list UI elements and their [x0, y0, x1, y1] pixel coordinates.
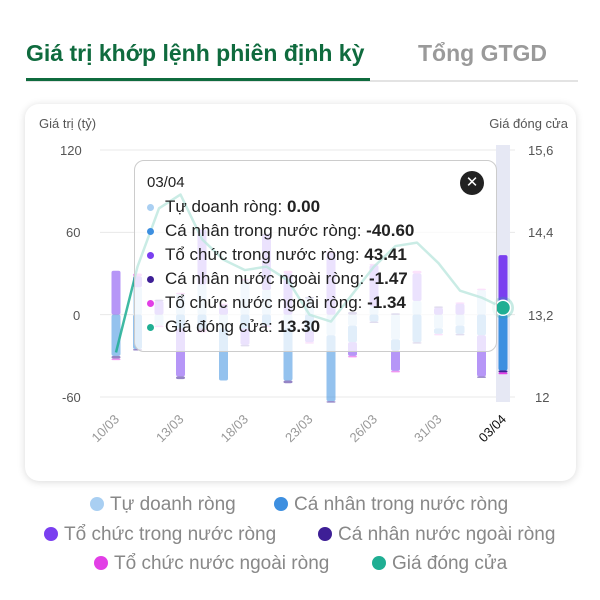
bar-segment — [477, 376, 486, 378]
tooltip-date: 03/04 — [147, 174, 185, 191]
tooltip-row: Giá đóng cửa: 13.30 — [147, 317, 320, 337]
x-tick-label: 31/03 — [411, 412, 445, 446]
x-tick-label: 10/03 — [89, 412, 123, 446]
left-axis-title: Giá trị (tỷ) — [39, 116, 97, 131]
tooltip-label: Cá nhân nước ngoài ròng: — [165, 269, 369, 288]
tooltip-label: Tự doanh ròng: — [165, 197, 287, 216]
tooltip-row: Tổ chức nước ngoài ròng: -1.34 — [147, 293, 406, 313]
legend-item[interactable]: Giá đóng cửa — [372, 553, 507, 575]
legend-label: Giá đóng cửa — [392, 553, 508, 574]
legend-dot-icon — [90, 497, 104, 511]
bar-segment — [348, 355, 357, 358]
legend-dot-icon — [44, 527, 58, 541]
left-tick: 60 — [66, 225, 81, 240]
price-marker — [494, 299, 512, 317]
tab-bar: Giá trị khớp lệnh phiên định kỳ Tổng GTG… — [26, 36, 578, 82]
x-tick-label: 13/03 — [153, 412, 187, 446]
tooltip-value: 0.00 — [286, 197, 321, 216]
tooltip-row: Cá nhân nước ngoài ròng: -1.47 — [147, 269, 408, 289]
legend-dot-icon — [274, 497, 288, 511]
bar-segment — [111, 358, 121, 361]
right-tick: 15,6 — [528, 143, 554, 158]
tooltip-value: -1.34 — [367, 293, 406, 312]
legend-label: Tổ chức nước ngoài ròng — [114, 553, 330, 574]
legend-label: Cá nhân nước ngoài ròng — [338, 524, 556, 545]
legend-item[interactable]: Tổ chức trong nước ròng — [44, 524, 276, 546]
legend-item[interactable]: Tổ chức nước ngoài ròng — [94, 553, 329, 575]
right-tick: 13,2 — [528, 308, 554, 323]
bar-segment — [498, 372, 508, 375]
legend-dot-icon — [94, 556, 108, 570]
series-dot-icon — [147, 252, 154, 260]
bar-segment — [498, 255, 508, 315]
tooltip-label: Cá nhân trong nước ròng: — [165, 221, 367, 240]
legend-item[interactable]: Tự doanh ròng — [90, 494, 236, 516]
legend-item[interactable]: Cá nhân trong nước ròng — [274, 494, 508, 516]
series-dot-icon — [147, 300, 154, 308]
left-tick: 0 — [73, 308, 81, 323]
right-axis-title: Giá đóng cửa — [489, 116, 568, 131]
tooltip-row: Tự doanh ròng: 0.00 — [147, 197, 320, 217]
series-dot-icon — [147, 324, 154, 332]
tooltip-label: Tổ chức trong nước ròng: — [165, 245, 365, 264]
bar-segment — [326, 401, 336, 403]
tab-periodic-value[interactable]: Giá trị khớp lệnh phiên định kỳ — [26, 40, 371, 81]
tooltip: 03/04 ✕ Tự doanh ròng: 0.00 Cá nhân trong… — [134, 160, 497, 352]
legend-label: Cá nhân trong nước ròng — [294, 494, 509, 515]
tooltip-label: Giá đóng cửa: — [165, 317, 278, 336]
series-dot-icon — [147, 228, 154, 236]
tooltip-label: Tổ chức nước ngoài ròng: — [165, 293, 368, 312]
legend-dot-icon — [318, 527, 332, 541]
tooltip-value: -1.47 — [369, 269, 408, 288]
tab-total-value[interactable]: Tổng GTGD — [418, 40, 548, 66]
right-tick: 14,4 — [528, 225, 554, 240]
bar-segment — [111, 355, 121, 359]
x-tick-label: 18/03 — [218, 412, 252, 446]
bar-segment — [391, 350, 400, 371]
bar-segment — [391, 370, 400, 373]
tooltip-row: Tổ chức trong nước ròng: 43.41 — [147, 245, 407, 265]
series-dot-icon — [147, 276, 154, 284]
bar-segment — [176, 376, 185, 380]
tooltip-value: 13.30 — [277, 317, 321, 336]
left-tick: 120 — [60, 143, 82, 158]
x-tick-label: 23/03 — [282, 412, 316, 446]
legend-label: Tự doanh ròng — [110, 494, 236, 515]
bar-segment — [498, 370, 508, 373]
left-tick: -60 — [62, 390, 81, 405]
close-icon[interactable]: ✕ — [460, 171, 484, 195]
x-tick-label: 26/03 — [347, 412, 381, 446]
right-tick: 12 — [535, 390, 550, 405]
tooltip-row: Cá nhân trong nước ròng: -40.60 — [147, 221, 414, 241]
bar-segment — [498, 314, 508, 371]
tooltip-value: -40.60 — [366, 221, 415, 240]
legend-dot-icon — [372, 556, 386, 570]
bar-segment — [283, 380, 293, 384]
legend-item[interactable]: Cá nhân nước ngoài ròng — [318, 524, 555, 546]
legend-label: Tổ chức trong nước ròng — [64, 524, 277, 545]
bar-segment — [111, 270, 121, 315]
x-tick-label: 03/04 — [476, 412, 510, 446]
tooltip-value: 43.41 — [364, 245, 407, 264]
series-dot-icon — [147, 204, 154, 212]
